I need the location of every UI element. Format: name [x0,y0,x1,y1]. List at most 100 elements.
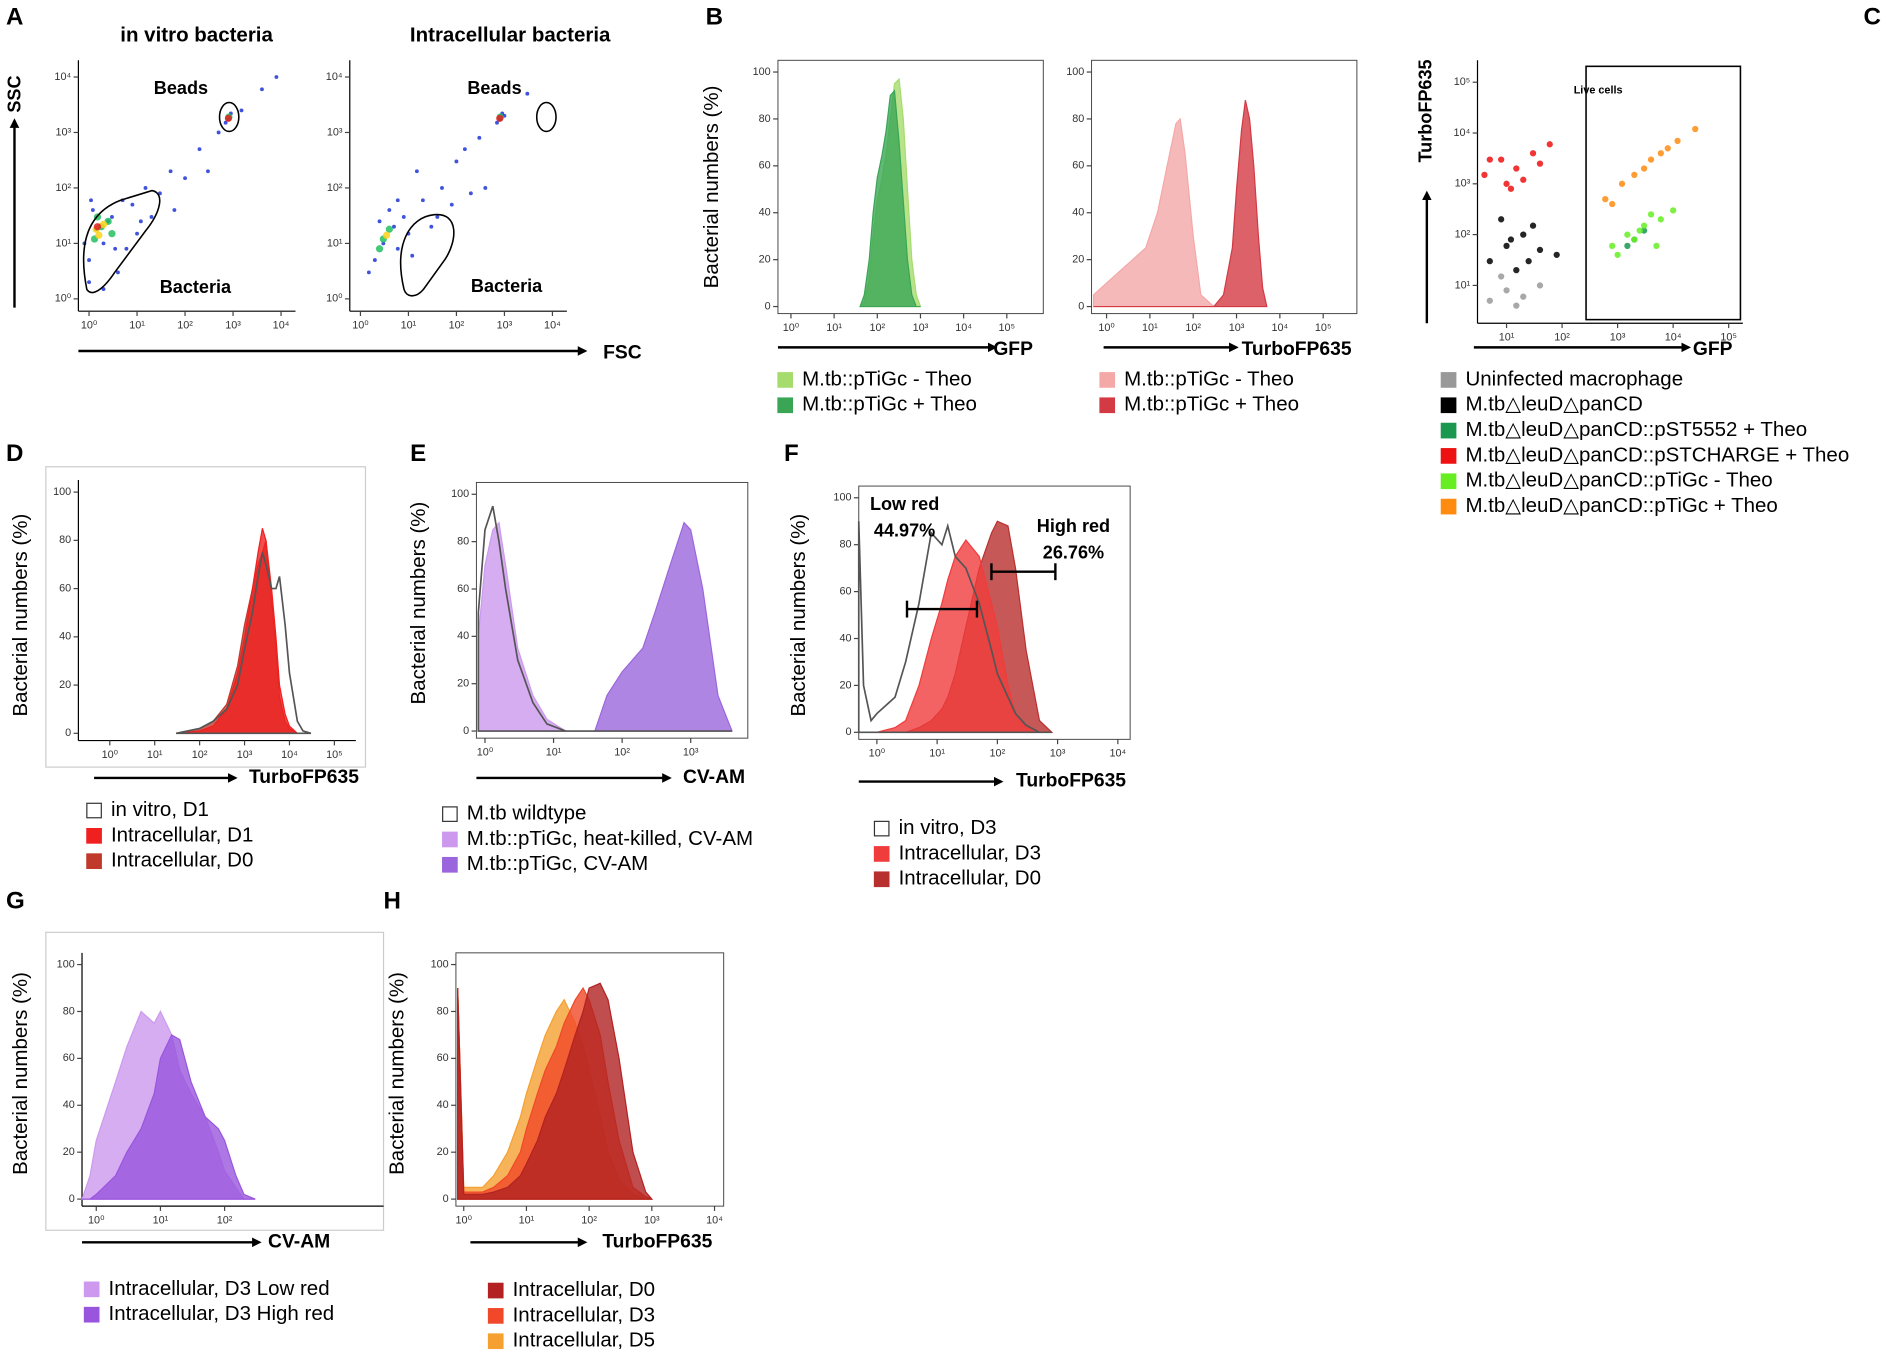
gates [82,65,1742,618]
x-tick-label: 10¹ [401,320,417,332]
point [462,147,467,152]
y-tick-label: 10⁰ [55,293,72,305]
point [1520,293,1527,300]
point [1624,242,1631,250]
x-tick-label: 10⁰ [477,746,494,758]
x-tick-label: 10⁵ [999,322,1016,334]
x-tick-label: 10² [449,320,465,332]
x-tick-label: 10² [192,749,208,761]
point [168,169,173,174]
y-tick-label: 100 [1066,66,1084,78]
point [1653,242,1660,250]
plot-frame [475,481,749,739]
x-tick-label: 10⁴ [955,322,972,334]
point [95,231,103,239]
legend-label: M.tb::pTiGc, heat-killed, CV-AM [467,827,753,850]
y-tick-label: 40 [63,1099,75,1111]
x-axis-label: TurboFP635 [249,767,359,788]
x-tick-label: 10³ [237,749,253,761]
point [401,215,406,219]
point [1507,185,1515,192]
y-tick-label: 100 [431,958,449,970]
point [1664,145,1671,152]
y-tick-label: 100 [753,66,771,78]
point [1536,160,1544,167]
point [1520,176,1527,183]
chart-title: in vitro bacteria [120,24,273,47]
point [525,91,530,96]
legend-swatch [86,853,102,870]
y-tick-label: 0 [845,726,851,738]
annotation: Bacteria [160,277,232,297]
x-tick-label: 10⁴ [1109,748,1126,760]
y-tick-label: 80 [437,1005,449,1017]
y-tick-label: 80 [63,1005,75,1017]
y-tick-label: 10² [1455,228,1471,240]
legend-label: M.tb::pTiGc - Theo [1124,367,1294,390]
x-tick-label: 10⁰ [88,1214,105,1226]
panel-letter: F [784,440,799,467]
y-axis-label: Bacterial numbers (%) [385,972,408,1175]
y-tick-label: 10³ [55,126,71,138]
point [375,245,384,253]
point [197,147,202,152]
y-tick-label: 0 [463,725,469,737]
legend-label: M.tb::pTiGc + Theo [802,393,977,416]
x-tick-label: 10¹ [1499,332,1515,344]
gate [82,189,161,294]
point [382,231,391,239]
point [1674,137,1681,145]
x-tick-label: 10¹ [153,1214,169,1226]
legend-swatch [487,1333,504,1350]
point [108,230,116,238]
chart-title: Intracellular bacteria [410,24,611,47]
panel-frame [45,931,385,1231]
point [377,219,382,224]
histogram [82,1034,256,1200]
y-tick-label: 40 [457,630,469,642]
y-tick-label: 10¹ [327,237,343,249]
annotation: Low red [870,494,939,514]
y-tick-label: 10⁰ [326,293,343,305]
x-tick-label: 10¹ [147,749,163,761]
point [435,215,440,219]
y-tick-label: 80 [1072,113,1084,125]
point [454,159,459,164]
y-tick-label: 10¹ [1455,279,1471,291]
plot-frame [1091,59,1358,315]
y-tick-label: 0 [65,727,71,739]
point [1614,251,1621,258]
point [260,87,264,92]
point [1546,141,1553,148]
y-tick-label: 20 [759,254,771,266]
point [274,75,279,79]
y-tick-label: 100 [451,488,469,500]
x-tick-label: 10¹ [826,322,842,334]
point [1609,200,1616,208]
x-tick-label: 10¹ [1142,322,1158,334]
point [1486,156,1493,163]
y-tick-label: 10³ [327,126,343,138]
point [1647,211,1655,218]
point [1529,222,1537,229]
point [1513,302,1520,309]
point [1624,231,1631,238]
legend-swatch [777,372,794,388]
y-tick-label: 20 [437,1146,449,1158]
panel-letter: H [384,888,401,915]
legend-swatch [873,820,890,837]
point [110,215,114,219]
point [223,120,228,125]
legend-swatch [442,806,458,822]
point [1636,227,1643,234]
legend-label: Intracellular, D3 [513,1303,655,1326]
legend-label: M.tb△leuD△panCD::pSTCHARGE + Theo [1465,443,1849,466]
legend-label: in vitro, D1 [111,798,209,821]
point [149,215,154,219]
gate [399,213,455,297]
point [1507,236,1515,243]
x-tick-label: 10⁰ [456,1214,473,1226]
x-tick-label: 10⁵ [326,749,343,761]
point [1553,251,1560,258]
y-tick-label: 60 [839,585,851,597]
